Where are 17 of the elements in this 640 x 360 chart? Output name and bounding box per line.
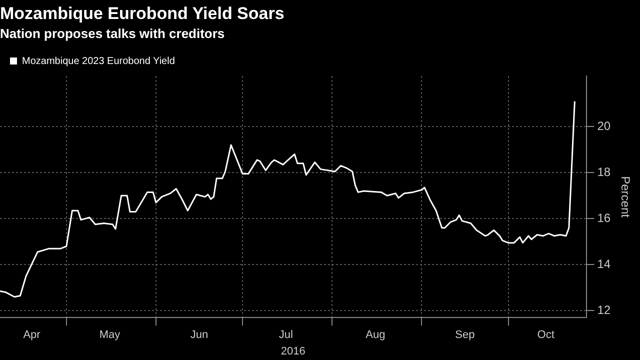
y-tick-label: 18 (597, 164, 611, 179)
x-axis-title: 2016 (280, 345, 306, 358)
legend-label: Mozambique 2023 Eurobond Yield (22, 56, 175, 67)
x-tick-label: Apr (23, 329, 41, 342)
x-tick-label: Jun (190, 329, 208, 342)
y-axis-title: Percent (618, 176, 632, 218)
y-tick-label: 12 (597, 303, 611, 318)
chart-title: Mozambique Eurobond Yield Soars (0, 4, 284, 23)
x-tick-label: Oct (537, 329, 554, 342)
x-tick-label: Aug (366, 329, 386, 342)
x-tick-label: May (99, 329, 121, 342)
y-tick-label: 16 (597, 210, 611, 225)
x-tick-label: Sep (455, 329, 475, 342)
y-tick-label: 14 (597, 256, 611, 271)
chart-subtitle: Nation proposes talks with creditors (0, 26, 225, 41)
y-tick-label: 20 (597, 118, 611, 133)
x-tick-label: Jul (278, 329, 293, 342)
